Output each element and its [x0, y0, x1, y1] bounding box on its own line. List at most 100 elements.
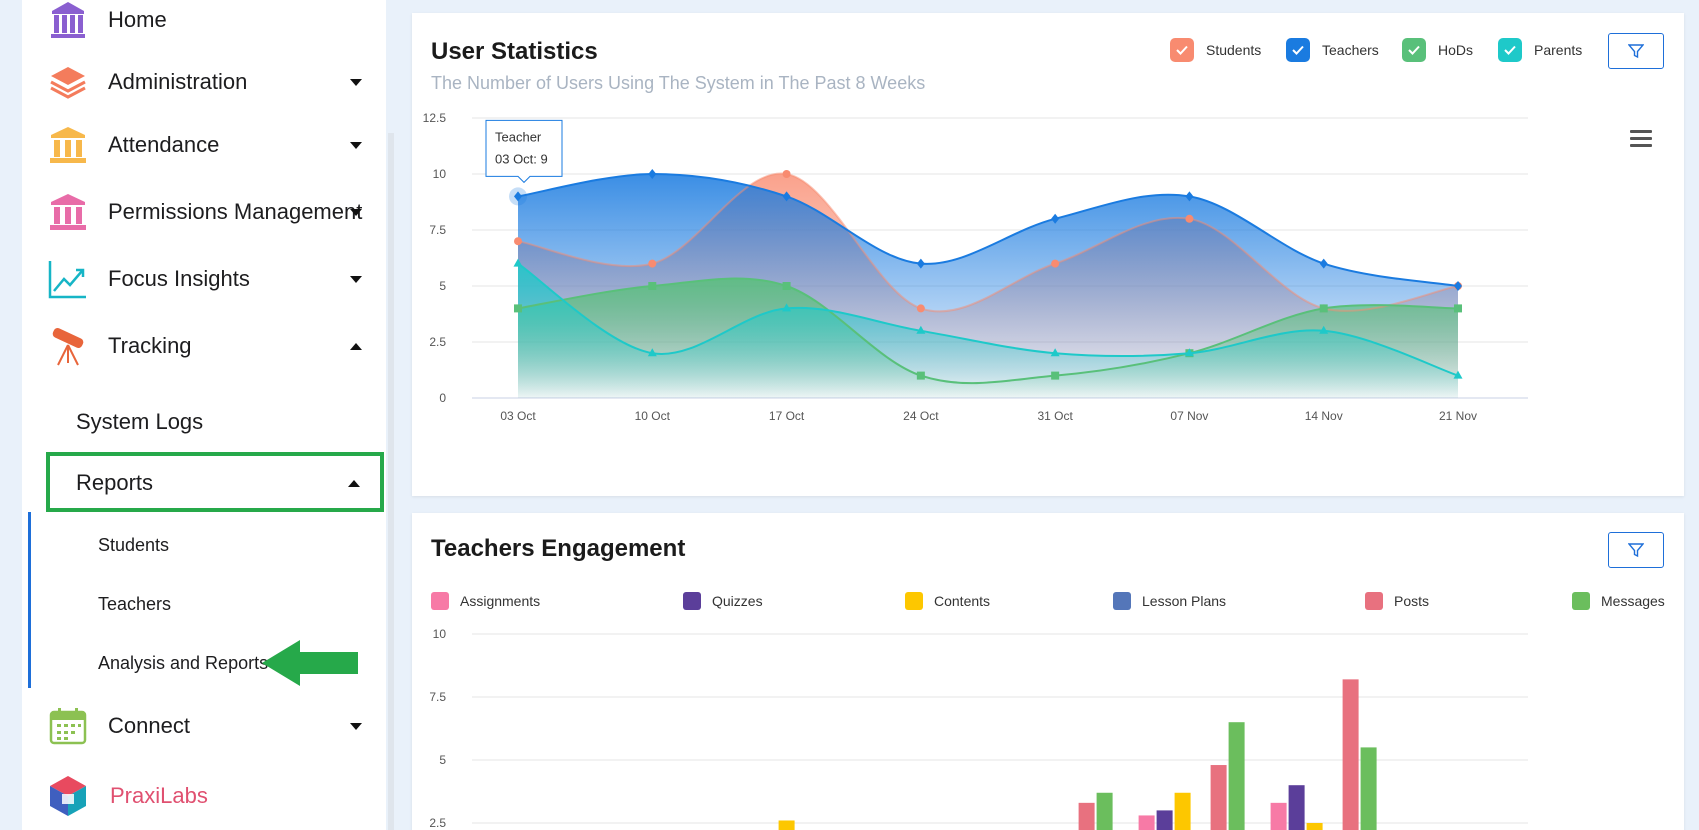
legend-students[interactable]: Students [1170, 38, 1261, 62]
sidebar-item-label: Focus Insights [108, 266, 250, 291]
sidebar-item-teachers[interactable]: Teachers [98, 594, 172, 614]
sidebar-scrollbar[interactable] [388, 133, 394, 830]
sidebar-item-permissions-management[interactable]: Permissions Management [22, 184, 386, 240]
sidebar-item-tracking[interactable]: Tracking [22, 318, 386, 374]
bar-assignments [1270, 802, 1287, 830]
chevron-down-icon [350, 141, 362, 149]
bar-messages [1360, 747, 1377, 830]
chart-menu-icon[interactable] [1630, 130, 1652, 150]
sidebar-item-attendance[interactable]: Attendance [22, 117, 386, 173]
y-tick-label: 2.5 [429, 816, 446, 830]
data-point-students [916, 304, 925, 313]
legend-label: Posts [1394, 593, 1430, 609]
sidebar-item-praxilabs[interactable]: PraxiLabs [22, 768, 386, 824]
data-point-students [1051, 259, 1060, 268]
data-point-hods [1051, 371, 1060, 380]
filter-icon [1628, 44, 1644, 59]
data-point-teachers [1051, 213, 1060, 224]
y-tick-label: 5 [439, 753, 446, 767]
trend-icon [48, 257, 88, 301]
legend-label: Parents [1534, 42, 1583, 58]
series-line-parents [517, 262, 1459, 377]
data-point-hods [782, 282, 791, 290]
building-icon [48, 0, 88, 42]
data-point-parents [647, 348, 657, 357]
telescope-icon [48, 324, 88, 368]
user-statistics-card: User Statistics The Number of Users Usin… [412, 13, 1684, 496]
data-point-parents [782, 303, 792, 312]
series-line-teachers [517, 172, 1459, 287]
data-point-teachers [1185, 191, 1194, 202]
sidebar-item-label: Reports [76, 470, 154, 495]
legend-assignments[interactable]: Assignments [431, 592, 540, 610]
bar-quizzes [1156, 810, 1173, 830]
filter-button[interactable] [1608, 532, 1664, 568]
legend-parents[interactable]: Parents [1498, 38, 1582, 62]
check-icon [1170, 38, 1194, 62]
legend-hods[interactable]: HoDs [1402, 38, 1473, 62]
data-point-parents [1453, 370, 1463, 379]
x-tick-label: 17 Oct [769, 409, 805, 423]
legend-posts[interactable]: Posts [1365, 592, 1429, 610]
submenu-indicator [28, 512, 31, 688]
sidebar-item-students[interactable]: Students [98, 535, 170, 555]
legend-quizzes[interactable]: Quizzes [683, 592, 763, 610]
data-point-parents [916, 325, 926, 334]
data-point-teachers [782, 191, 791, 202]
sidebar-item-system-logs[interactable]: System Logs [76, 409, 204, 434]
card-title: User Statistics [431, 38, 598, 65]
data-point-teachers [1319, 258, 1328, 269]
data-point-hods [916, 371, 925, 380]
cube-icon [48, 774, 88, 818]
sidebar-item-analysis-and-reports[interactable]: Analysis and Reports [98, 653, 269, 673]
legend-label: Assignments [460, 593, 541, 609]
sidebar-item-label: Connect [108, 713, 190, 738]
bar-messages [1228, 722, 1245, 830]
series-line-students [517, 172, 1459, 313]
sidebar-item-focus-insights[interactable]: Focus Insights [22, 251, 386, 307]
legend-teachers[interactable]: Teachers [1286, 38, 1379, 62]
filter-icon [1628, 543, 1644, 558]
layers-icon [48, 60, 88, 104]
y-tick-label: 0 [439, 391, 446, 405]
check-icon [1286, 38, 1310, 62]
bar-contents [778, 820, 795, 830]
data-point-teachers [648, 169, 657, 179]
data-point-teachers [514, 191, 522, 202]
chevron-up-icon [350, 342, 362, 350]
x-tick-label: 24 Oct [903, 409, 939, 423]
y-tick-label: 7.5 [429, 690, 446, 704]
x-tick-label: 31 Oct [1037, 409, 1073, 423]
legend-label: Contents [934, 593, 991, 609]
legend-label: Quizzes [712, 593, 763, 609]
legend-messages[interactable]: Messages [1572, 592, 1665, 610]
teachers-engagement-chart: 2.5 5 7.5 10 [429, 627, 1528, 830]
sidebar-item-label: Attendance [108, 132, 220, 157]
legend-label: Lesson Plans [1142, 593, 1227, 609]
data-point-teachers [1454, 281, 1462, 291]
bar-contents [1174, 792, 1191, 830]
sidebar-item-label: Permissions Management [108, 199, 363, 224]
y-tick-label: 2.5 [429, 335, 446, 349]
data-point-hods [648, 282, 657, 290]
bar-posts [1342, 679, 1359, 830]
pointer-arrow-icon [262, 640, 358, 686]
sidebar-item-home[interactable]: Home [22, 0, 386, 48]
y-tick-label: 7.5 [429, 223, 446, 237]
data-point-students [648, 259, 657, 268]
legend-contents[interactable]: Contents [905, 592, 990, 610]
sidebar-item-reports[interactable]: Reports [46, 452, 384, 512]
legend-lesson-plans[interactable]: Lesson Plans [1113, 592, 1226, 610]
sidebar-item-connect[interactable]: Connect [22, 698, 386, 754]
x-tick-label: 21 Nov [1439, 409, 1477, 423]
bar-posts [1210, 765, 1227, 830]
filter-button[interactable] [1608, 33, 1664, 69]
card-title: Teachers Engagement [431, 535, 686, 562]
hover-halo [509, 187, 527, 206]
pillars-icon [48, 123, 88, 167]
sidebar-item-administration[interactable]: Administration [22, 54, 386, 110]
y-tick-label: 10 [433, 167, 447, 181]
sidebar-item-label: Tracking [108, 333, 192, 358]
chevron-down-icon [350, 275, 362, 283]
data-point-students [1185, 214, 1194, 223]
